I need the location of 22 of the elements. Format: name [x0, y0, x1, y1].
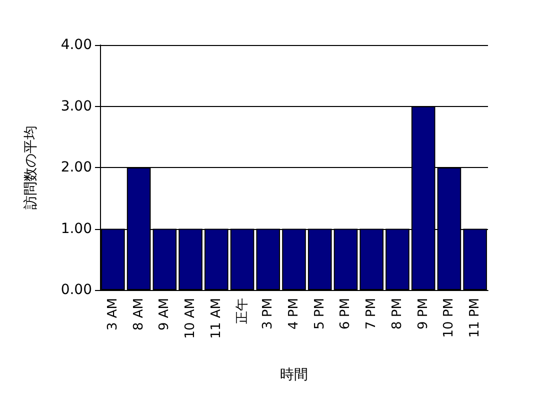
- x-tick-label: 5 PM: [312, 298, 328, 330]
- y-tick-label: 1.00: [60, 220, 92, 237]
- x-tick-label: 8 PM: [390, 298, 405, 330]
- x-tick-label: 3 PM: [260, 298, 276, 330]
- x-tick-label: 8 AM: [131, 298, 146, 331]
- x-tick-label: 4 PM: [286, 298, 302, 330]
- x-tick-label: 7 PM: [364, 298, 380, 330]
- x-tick-label: 9 AM: [157, 298, 172, 331]
- x-tick-label: 3 AM: [105, 298, 120, 331]
- x-tick-label: 10 AM: [183, 298, 198, 339]
- x-tick-label: 11 PM: [468, 298, 483, 338]
- x-axis-title: 時間: [280, 367, 308, 383]
- x-tick-label: 10 PM: [442, 298, 457, 338]
- x-tick-label: 11 AM: [208, 298, 224, 339]
- y-tick-label: 0.00: [60, 282, 92, 298]
- y-tick-label: 2.00: [60, 160, 92, 176]
- x-tick-label: 正午: [234, 298, 250, 324]
- y-tick-label: 3.00: [60, 98, 92, 114]
- x-tick-label: 6 PM: [338, 298, 354, 330]
- y-tick-label: 4.00: [60, 37, 92, 53]
- x-tick-label: 9 PM: [416, 298, 431, 330]
- y-axis-title: 訪問数の平均: [23, 126, 39, 210]
